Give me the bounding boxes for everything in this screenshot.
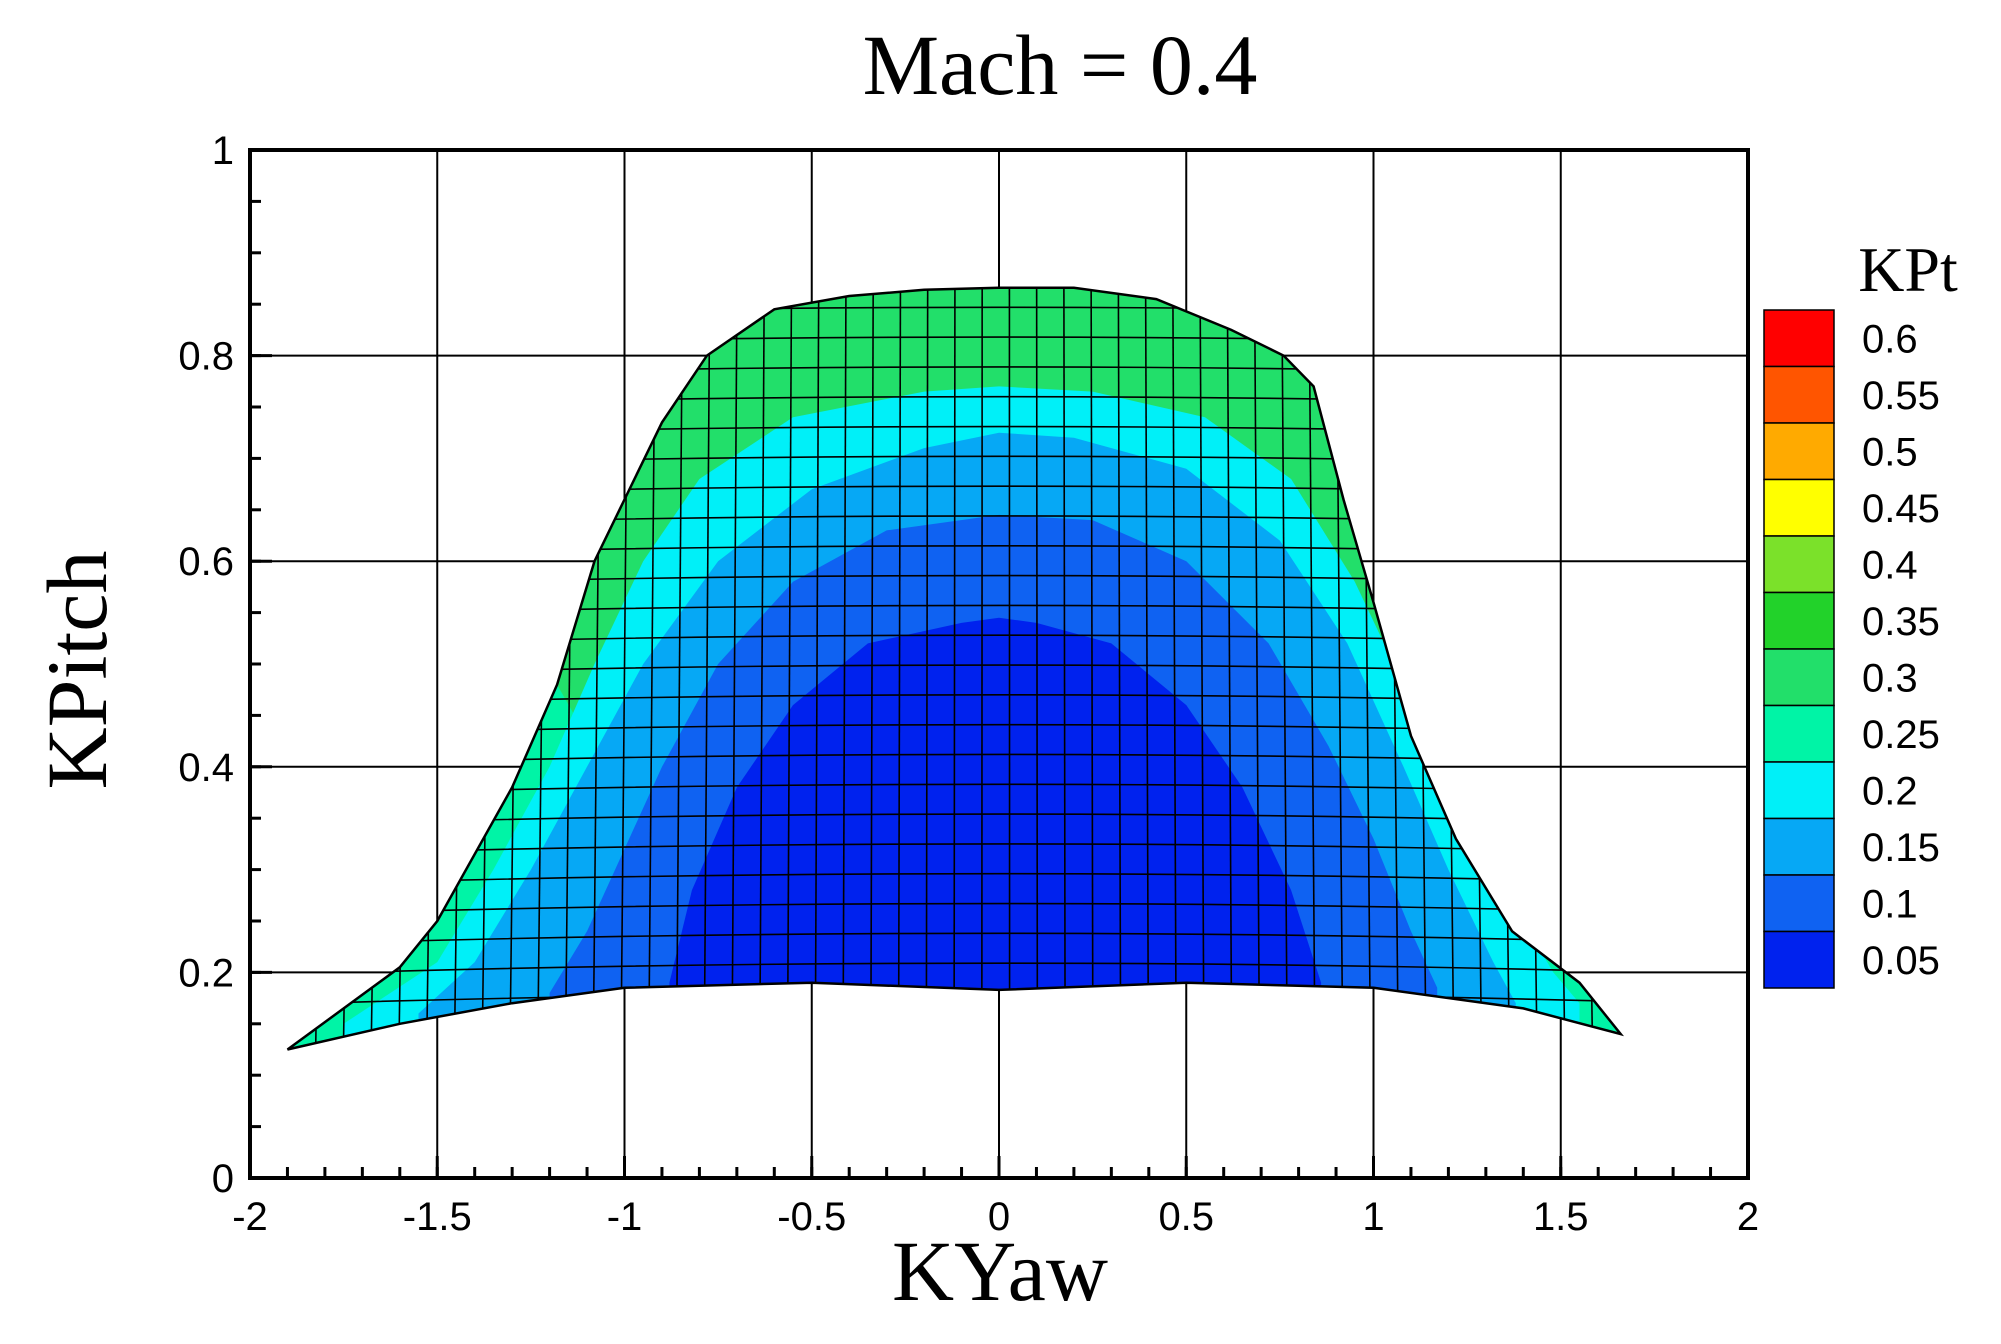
mesh-line (1607, 287, 1621, 1050)
mesh-line (814, 287, 820, 1050)
mesh-line (342, 287, 357, 1050)
legend-label: 0.05 (1862, 939, 1940, 983)
x-tick-label: 0.5 (1158, 1195, 1214, 1239)
mesh-line (703, 287, 711, 1050)
x-tick-label: 0 (988, 1195, 1010, 1239)
legend-label: 0.3 (1862, 656, 1918, 700)
legend-swatch-0.45 (1763, 478, 1835, 537)
legend-swatch-0.1 (1763, 874, 1835, 933)
mesh-line (1308, 287, 1316, 1050)
y-tick-label: 0.4 (178, 746, 234, 790)
legend-swatch-0.35 (1763, 591, 1835, 650)
mesh-line (1226, 287, 1233, 1050)
x-tick-label: 1.5 (1533, 1195, 1589, 1239)
mesh-line (287, 287, 303, 1050)
legend-label: 0.35 (1862, 600, 1940, 644)
x-tick-label: -2 (232, 1195, 268, 1239)
mesh-line (1171, 287, 1178, 1050)
legend-swatch-0.4 (1763, 535, 1835, 594)
surface-plot (286, 286, 1625, 1051)
legend-label: 0.55 (1862, 374, 1940, 418)
x-tick-label: 1 (1362, 1195, 1384, 1239)
mesh-line (1280, 287, 1289, 1050)
surface-outline (286, 286, 1625, 1051)
legend-label: 0.6 (1862, 317, 1918, 361)
legend-swatch-0.6 (1763, 309, 1835, 368)
legend-swatch-0.15 (1763, 817, 1835, 876)
mesh-line (869, 287, 875, 1050)
legend-swatch-0.55 (1763, 365, 1835, 424)
mesh-line (786, 287, 793, 1050)
mesh-line (842, 287, 847, 1050)
legend-label: 0.4 (1862, 543, 1918, 587)
mesh-line (953, 287, 956, 1050)
mesh-line (1063, 287, 1066, 1050)
y-tick-label: 0.8 (178, 335, 234, 379)
mesh-line (1253, 287, 1261, 1050)
legend-label: 0.45 (1862, 487, 1940, 531)
legend-swatch-0.3 (1763, 648, 1835, 707)
x-tick-label: -0.5 (777, 1195, 846, 1239)
x-tick-label: -1.5 (403, 1195, 472, 1239)
legend-swatches: 0.6 0.55 0.5 0.45 0.4 0.35 0.3 0.25 0.2 0.15 0.1 0.… (1763, 309, 1940, 989)
x-tick-label: -1 (607, 1195, 643, 1239)
surface-band-0.05 (669, 617, 1322, 1050)
legend-swatch-0.5 (1763, 422, 1835, 481)
mesh-line (897, 287, 902, 1050)
plot-area: -2 -1.5 -1 -0.5 0 0.5 1 1.5 2 0 0.2 0.4 0.6 0.8 1 (178, 129, 1759, 1239)
mesh-line (369, 287, 385, 1050)
x-axis-label: KYaw (892, 1223, 1108, 1319)
x-tick-label: 2 (1737, 1195, 1759, 1239)
mesh-line (1035, 287, 1039, 1050)
legend-label: 0.15 (1862, 826, 1940, 870)
legend-swatch-0.05 (1763, 930, 1835, 989)
colorbar-legend: KPt 0.60.550.50.450.40.350.30.250.20.150… (1763, 234, 1958, 989)
mesh-line (1090, 287, 1094, 1050)
y-tick-label: 0.6 (178, 540, 234, 584)
mesh-line (1580, 287, 1594, 1050)
y-axis-label: KPitch (29, 551, 125, 790)
axis-ticks: -2 -1.5 -1 -0.5 0 0.5 1 1.5 2 0 0.2 0.4 0.6 0.8 1 (178, 129, 1759, 1239)
mesh-line (397, 287, 412, 1050)
mesh-line (758, 287, 766, 1050)
mesh-line (731, 287, 738, 1050)
y-tick-label: 0.2 (178, 951, 234, 995)
legend-label: 0.1 (1862, 882, 1918, 926)
legend-label: 0.25 (1862, 713, 1940, 757)
y-tick-label: 0 (212, 1157, 234, 1201)
legend-label: 0.2 (1862, 769, 1918, 813)
mesh-line (925, 287, 929, 1050)
legend-title: KPt (1858, 234, 1958, 305)
legend-label: 0.5 (1862, 430, 1918, 474)
mesh-line (1552, 287, 1566, 1050)
mesh-line (1199, 287, 1205, 1050)
legend-swatch-0.25 (1763, 704, 1835, 763)
mesh-line (287, 962, 1621, 977)
mesh-line (314, 287, 330, 1050)
chart-title: Mach = 0.4 (863, 17, 1258, 113)
y-tick-label: 1 (212, 129, 234, 173)
mesh-line (1144, 287, 1150, 1050)
mesh-line (1117, 287, 1122, 1050)
legend-swatch-0.2 (1763, 761, 1835, 820)
